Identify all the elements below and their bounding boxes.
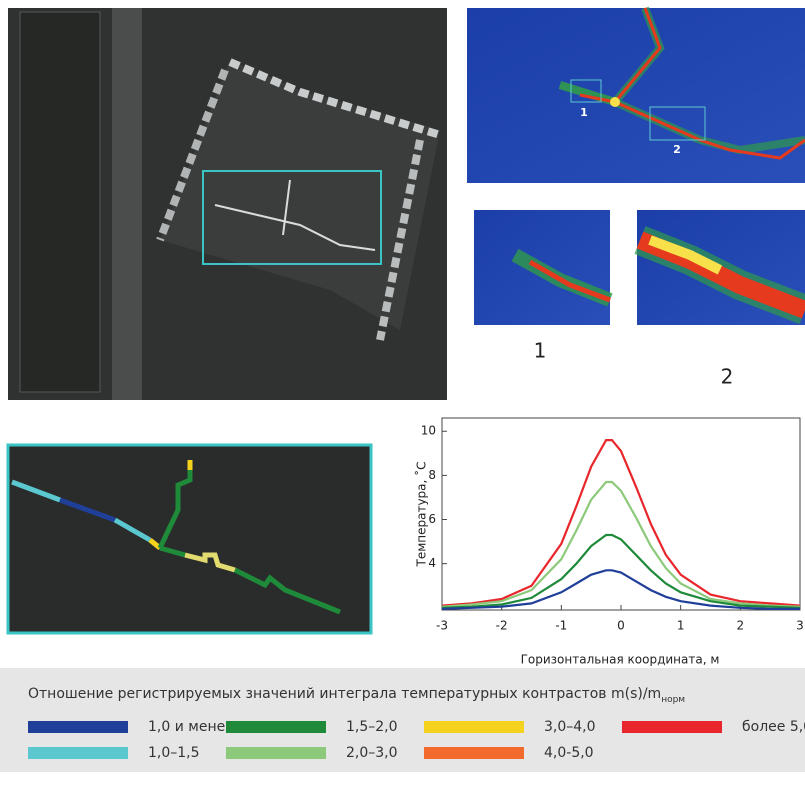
x-tick-label: 3 (796, 619, 804, 633)
x-tick-label: 1 (677, 619, 685, 633)
legend-label: 1,5–2,0 (346, 719, 398, 735)
legend-label: более 5,0 (742, 719, 805, 735)
y-tick-label: 4 (428, 556, 436, 570)
line-chart: 4 6 8 10 -3 -2 -1 0 1 2 3 (421, 418, 804, 633)
legend-label: 2,0–3,0 (346, 745, 398, 761)
legend-swatch (424, 721, 524, 733)
legend-title: Отношение регистрируемых значений интегр… (28, 686, 685, 705)
image-label: 1 (534, 339, 547, 363)
legend-label: 1,0–1,5 (148, 745, 200, 761)
figure: 1 2 1 2 4 6 8 10 -3 -2 -1 0 1 2 3 Горизонтальная к… (0, 0, 805, 668)
legend-item: 2,0–3,0 (226, 744, 398, 762)
x-tick-label: -1 (555, 619, 567, 633)
legend-swatch (226, 721, 326, 733)
legend-swatch (424, 747, 524, 759)
legend-swatch (622, 721, 722, 733)
legend-item: 4,0-5,0 (424, 744, 594, 762)
page: 1 2 1 2 4 6 8 10 -3 -2 -1 0 1 2 3 Горизонтальная к… (0, 0, 805, 797)
y-tick-label: 8 (428, 468, 436, 482)
legend-label: 4,0-5,0 (544, 745, 594, 761)
legend-label: 1,0 и менее (148, 719, 234, 735)
thermal-zoom (474, 210, 805, 325)
legend-title-subscript: норм (661, 695, 685, 705)
y-tick-label: 10 (421, 424, 436, 438)
legend: Отношение регистрируемых значений интегр… (0, 668, 805, 772)
inset-label: 2 (673, 143, 681, 156)
legend-swatch (226, 747, 326, 759)
x-tick-label: 2 (737, 619, 745, 633)
x-tick-label: -2 (496, 619, 508, 633)
legend-swatch (28, 721, 128, 733)
legend-swatch (28, 747, 128, 759)
satellite-image (8, 8, 447, 400)
x-tick-label: -3 (436, 619, 448, 633)
classified-image (8, 445, 371, 633)
image-label: 2 (721, 365, 734, 389)
legend-title-text: Отношение регистрируемых значений интегр… (28, 686, 661, 702)
legend-item: 3,0–4,0 (424, 718, 596, 736)
y-axis-title: Температура, ˚С (414, 461, 429, 567)
legend-item: более 5,0 (622, 718, 805, 736)
legend-item: 1,0 и менее (28, 718, 234, 736)
x-tick-label: 0 (617, 619, 625, 633)
series-line (442, 482, 800, 607)
y-tick-label: 6 (428, 512, 436, 526)
legend-item: 1,5–2,0 (226, 718, 398, 736)
plot-frame (442, 418, 800, 610)
legend-label: 3,0–4,0 (544, 719, 596, 735)
thermal-image (467, 8, 805, 183)
x-axis-title: Горизонтальная координата, м (521, 653, 720, 667)
series-line (442, 440, 800, 605)
legend-item: 1,0–1,5 (28, 744, 200, 762)
inset-label: 1 (580, 106, 588, 119)
